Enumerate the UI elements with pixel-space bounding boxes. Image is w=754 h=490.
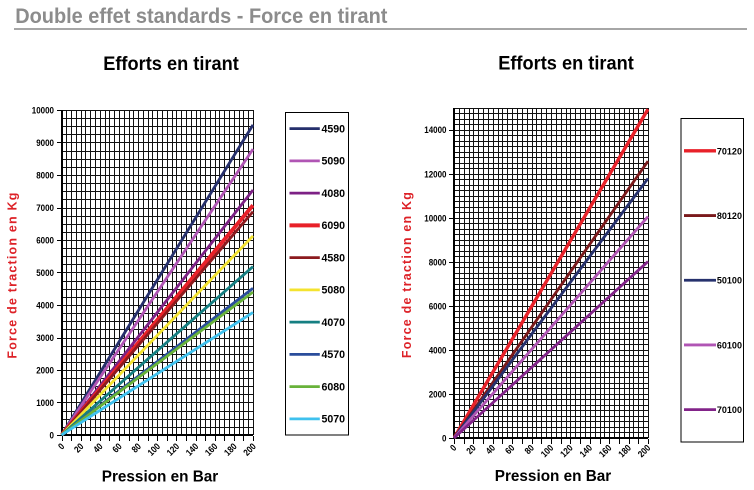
svg-text:200: 200 [636, 442, 653, 459]
svg-text:180: 180 [222, 441, 239, 458]
svg-text:70100: 70100 [717, 405, 742, 415]
svg-text:Force de traction en Kg: Force de traction en Kg [6, 191, 20, 358]
svg-text:8000: 8000 [36, 170, 54, 181]
svg-text:8000: 8000 [429, 257, 447, 268]
svg-text:0: 0 [442, 433, 447, 444]
svg-text:10000: 10000 [32, 105, 54, 116]
svg-text:5000: 5000 [36, 268, 54, 279]
svg-text:Efforts en tirant: Efforts en tirant [498, 52, 634, 74]
svg-text:60: 60 [503, 442, 517, 456]
svg-text:80: 80 [129, 441, 143, 455]
svg-text:4570: 4570 [322, 349, 346, 361]
svg-text:4000: 4000 [429, 345, 447, 356]
svg-text:7000: 7000 [36, 203, 54, 214]
svg-text:14000: 14000 [424, 125, 446, 136]
svg-text:0: 0 [56, 441, 67, 452]
svg-text:40: 40 [91, 441, 105, 455]
svg-text:2000: 2000 [36, 365, 54, 376]
svg-text:140: 140 [184, 441, 201, 458]
svg-text:6000: 6000 [429, 301, 447, 312]
svg-text:100: 100 [539, 442, 556, 459]
svg-text:20: 20 [464, 442, 478, 456]
svg-text:6000: 6000 [36, 235, 54, 246]
svg-text:3000: 3000 [36, 333, 54, 344]
svg-text:Double effet standards - Force: Double effet standards - Force en tirant [15, 5, 387, 29]
svg-text:100: 100 [145, 441, 162, 458]
svg-text:160: 160 [597, 442, 614, 459]
svg-text:60: 60 [110, 441, 124, 455]
svg-text:6080: 6080 [322, 381, 346, 393]
svg-text:20: 20 [72, 441, 86, 455]
svg-text:4080: 4080 [322, 188, 346, 200]
svg-text:1000: 1000 [36, 398, 54, 409]
svg-text:4590: 4590 [322, 123, 346, 135]
svg-text:9000: 9000 [36, 138, 54, 149]
svg-text:200: 200 [241, 441, 258, 458]
svg-text:80120: 80120 [717, 211, 742, 221]
svg-text:160: 160 [203, 441, 220, 458]
svg-text:4000: 4000 [36, 300, 54, 311]
svg-text:0: 0 [50, 430, 55, 441]
svg-text:2000: 2000 [429, 389, 447, 400]
svg-text:5080: 5080 [322, 285, 346, 297]
svg-text:Pression en Bar: Pression en Bar [495, 468, 611, 485]
svg-text:180: 180 [616, 442, 633, 459]
svg-text:120: 120 [558, 442, 575, 459]
svg-text:5090: 5090 [322, 156, 346, 168]
svg-text:Pression en Bar: Pression en Bar [102, 468, 218, 485]
svg-text:10000: 10000 [424, 213, 446, 224]
svg-text:70120: 70120 [717, 146, 742, 156]
svg-text:60100: 60100 [717, 340, 742, 350]
svg-text:4580: 4580 [322, 252, 346, 264]
svg-text:4070: 4070 [322, 317, 346, 329]
svg-text:12000: 12000 [424, 169, 446, 180]
svg-text:Efforts en tirant: Efforts en tirant [103, 52, 239, 74]
svg-text:80: 80 [522, 442, 536, 456]
svg-text:6090: 6090 [322, 220, 346, 232]
svg-text:0: 0 [448, 442, 459, 453]
svg-text:Force de traction en Kg: Force de traction en Kg [400, 191, 414, 358]
svg-text:5070: 5070 [322, 414, 346, 426]
svg-text:120: 120 [164, 441, 181, 458]
svg-text:140: 140 [577, 442, 594, 459]
svg-text:50100: 50100 [717, 275, 742, 285]
svg-text:40: 40 [483, 442, 497, 456]
